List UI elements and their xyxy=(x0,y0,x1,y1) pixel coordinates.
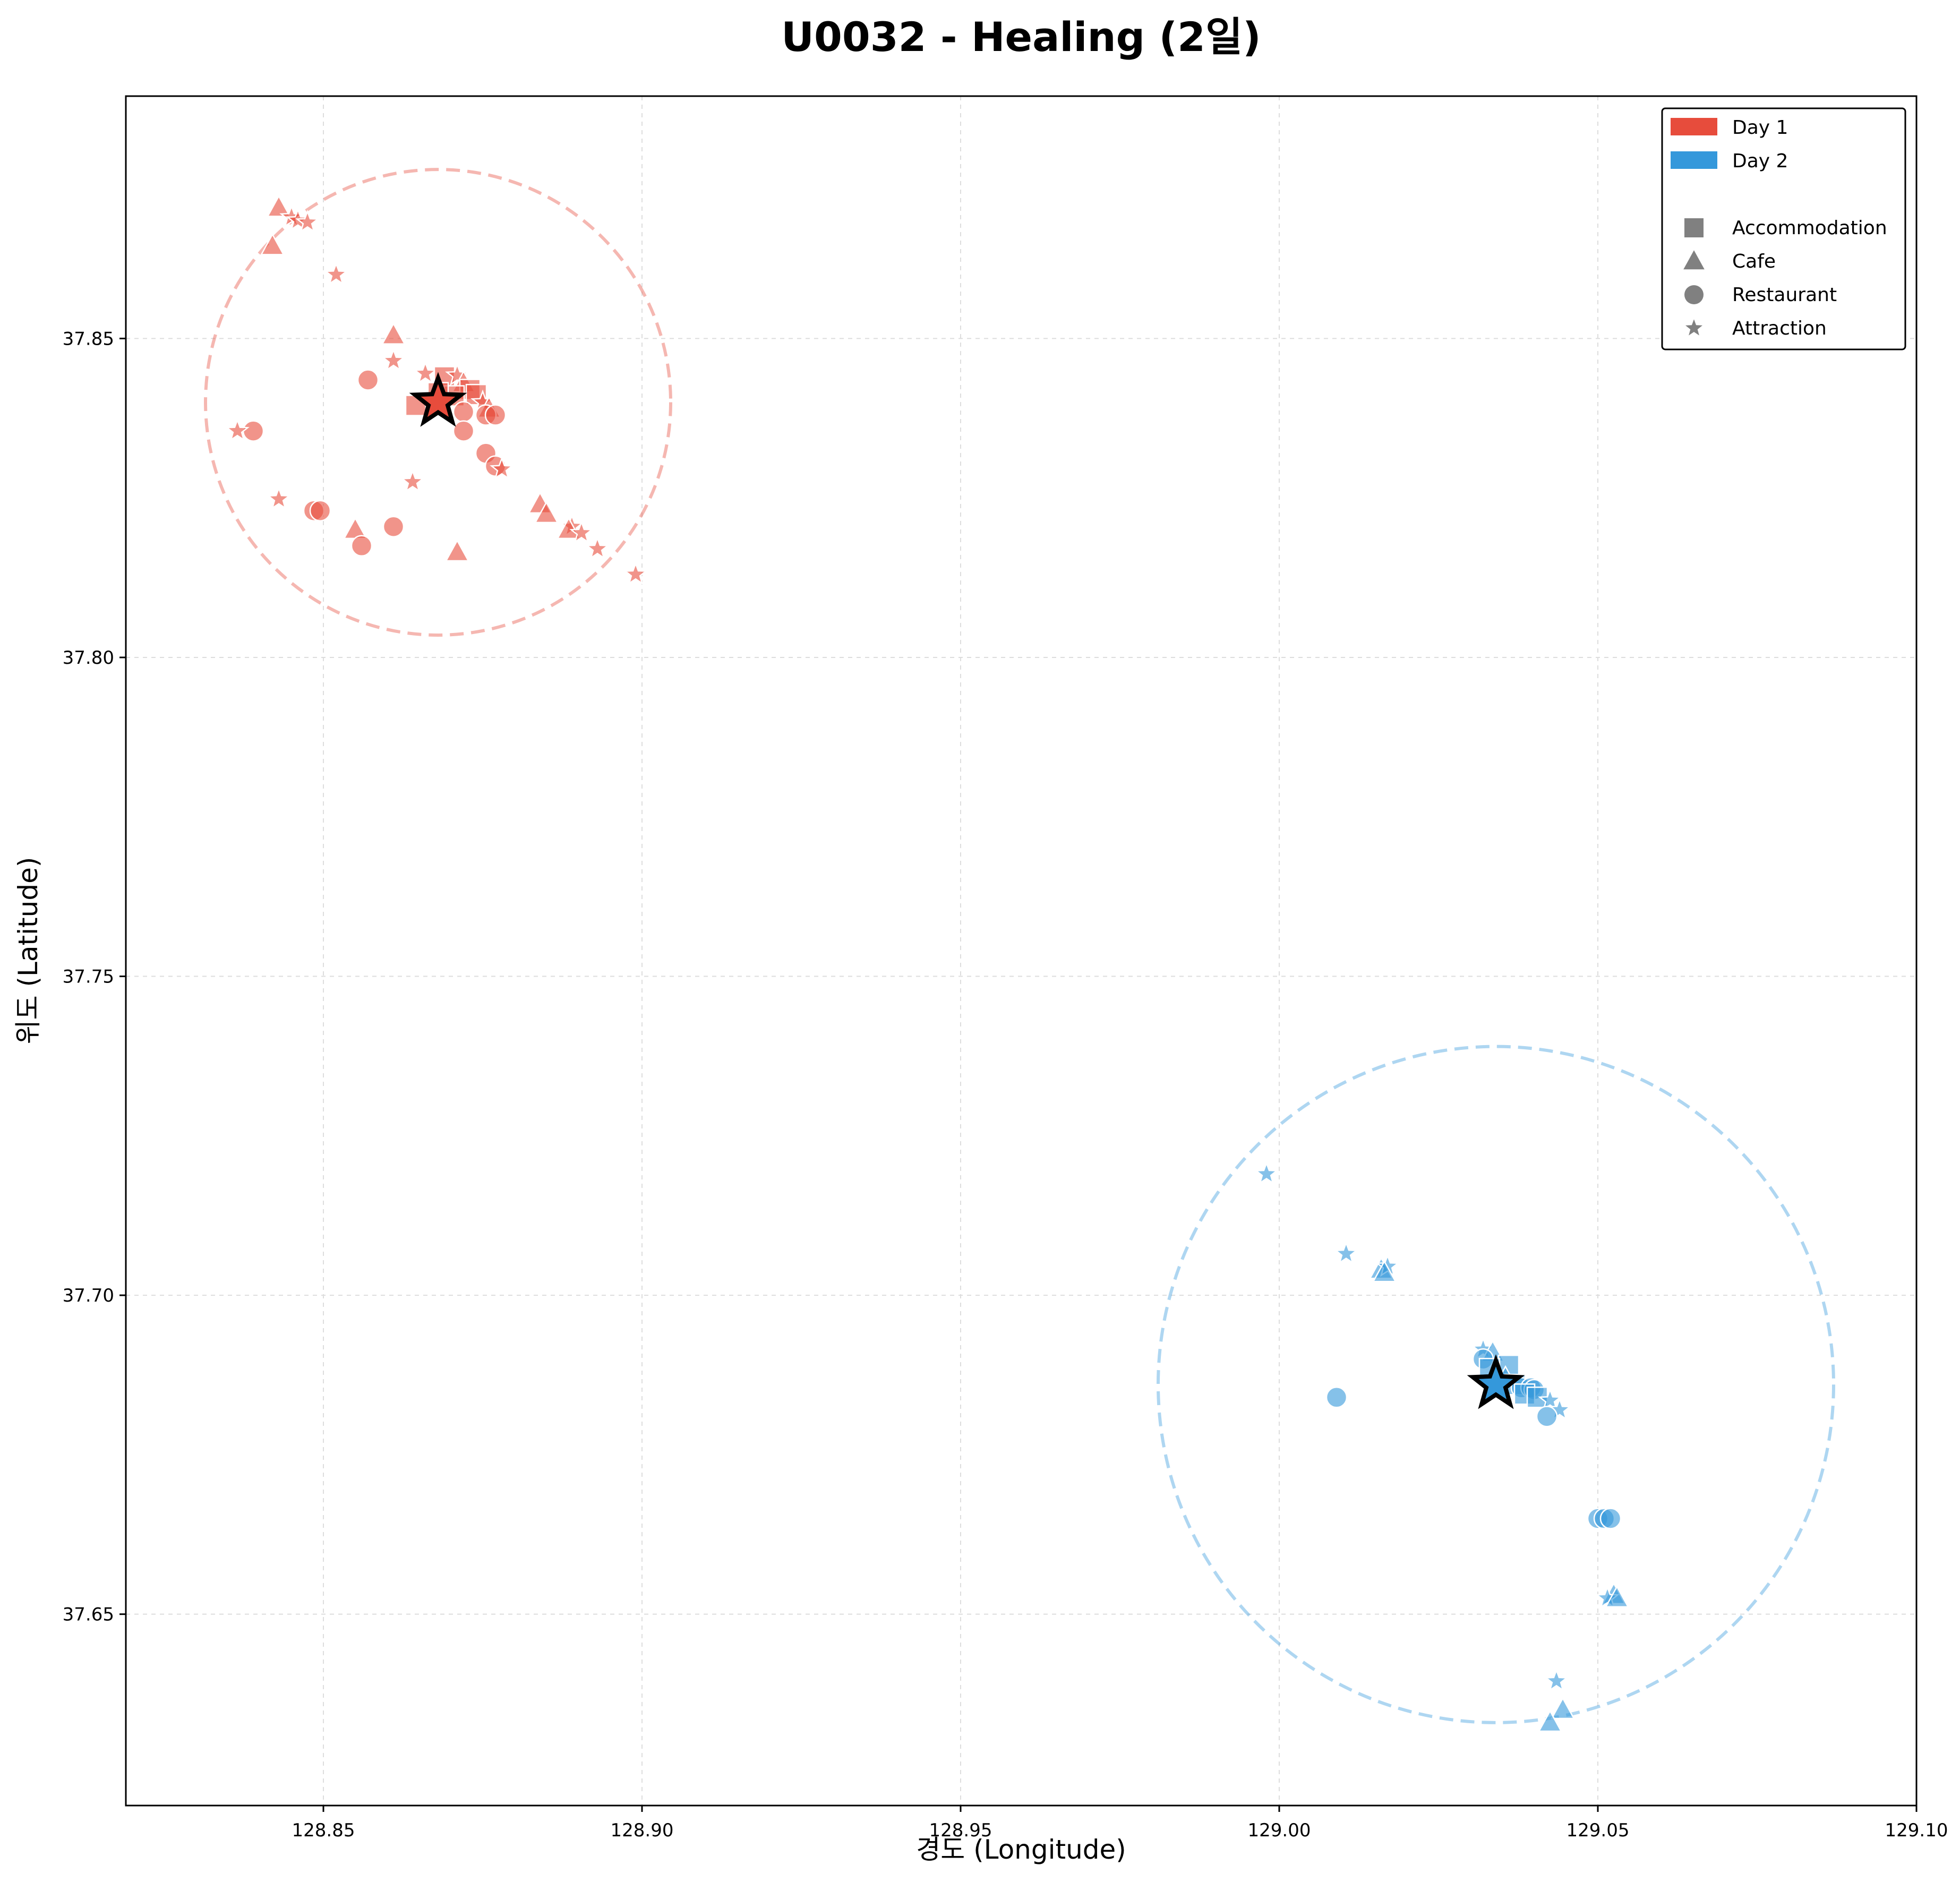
legend-label: Restaurant xyxy=(1732,284,1837,306)
data-point xyxy=(413,361,438,384)
legend: Day 1 Day 2 Accommodation Cafe Restaurant Att… xyxy=(1661,107,1906,350)
data-point xyxy=(1547,1397,1572,1421)
legend-box xyxy=(1661,107,1906,350)
data-point xyxy=(452,420,475,442)
chart-title: U0032 - Healing (2일) xyxy=(781,13,1261,61)
day-radius-circles xyxy=(204,168,1835,1724)
legend-label: Day 2 xyxy=(1732,150,1788,172)
data-point xyxy=(1254,1161,1279,1185)
data-point xyxy=(452,401,475,423)
x-tick-label: 129.10 xyxy=(1885,1820,1948,1841)
legend-marker xyxy=(1683,250,1705,270)
data-point xyxy=(1372,1260,1397,1282)
data-point xyxy=(266,194,292,217)
data-point xyxy=(242,420,264,442)
data-point xyxy=(569,520,594,544)
data-points xyxy=(225,194,1630,1732)
y-tick-label: 37.65 xyxy=(63,1604,114,1626)
data-point xyxy=(381,348,406,371)
data-point xyxy=(1334,1241,1358,1264)
legend-marker xyxy=(1685,319,1702,336)
data-point xyxy=(350,535,373,557)
data-point xyxy=(484,404,507,426)
data-point xyxy=(445,363,469,386)
y-tick-label: 37.75 xyxy=(63,966,114,988)
data-point xyxy=(260,233,285,255)
y-axis-ticks: 37.65 37.70 37.75 37.80 37.85 xyxy=(63,328,126,1626)
data-point xyxy=(1550,1697,1576,1720)
data-point xyxy=(309,500,331,521)
legend-marker xyxy=(1684,285,1704,304)
data-point xyxy=(1325,1387,1348,1408)
data-point xyxy=(381,322,406,345)
data-point xyxy=(1538,1388,1562,1411)
data-point xyxy=(585,536,610,560)
x-tick-label: 129.00 xyxy=(1248,1820,1311,1841)
grid-lines xyxy=(126,96,1917,1806)
x-tick-label: 128.85 xyxy=(292,1820,355,1841)
x-tick-label: 128.95 xyxy=(929,1820,992,1841)
data-point xyxy=(556,517,581,540)
y-tick-label: 37.70 xyxy=(63,1285,114,1306)
data-point xyxy=(1536,1406,1558,1427)
day-radius-circle xyxy=(204,168,672,637)
day-radius-circle xyxy=(1157,1045,1835,1724)
legend-label: Day 1 xyxy=(1732,117,1788,139)
x-axis-ticks: 128.85 128.90 128.95 129.00 129.05 129.10 xyxy=(292,1806,1948,1841)
plot-area-frame xyxy=(125,95,1918,1807)
data-point xyxy=(225,418,250,442)
legend-label: Accommodation xyxy=(1732,217,1887,239)
data-point xyxy=(1537,1709,1563,1732)
legend-label: Cafe xyxy=(1732,251,1776,272)
data-point xyxy=(1604,1585,1630,1608)
centroid-star xyxy=(1467,1354,1525,1409)
data-point xyxy=(324,262,348,285)
data-point xyxy=(357,369,379,391)
data-point xyxy=(444,539,470,562)
data-point xyxy=(490,456,514,480)
data-point xyxy=(534,501,559,524)
legend-label: Attraction xyxy=(1732,318,1827,339)
day-centroids xyxy=(409,372,1525,1409)
y-tick-label: 37.85 xyxy=(63,328,114,349)
data-point xyxy=(400,469,425,493)
x-tick-label: 128.90 xyxy=(611,1820,674,1841)
data-point xyxy=(382,516,405,538)
y-tick-label: 37.80 xyxy=(63,647,114,669)
centroid-star xyxy=(409,372,467,427)
data-point xyxy=(1544,1668,1569,1692)
data-point xyxy=(267,486,291,510)
x-tick-label: 129.05 xyxy=(1567,1820,1630,1841)
data-point xyxy=(623,561,648,585)
x-axis-label: 경도 (Longitude) xyxy=(916,1834,1126,1865)
legend-items: Day 1 Day 2 Accommodation Cafe Restaurant Att… xyxy=(1671,117,1887,339)
legend-swatch xyxy=(1671,151,1717,169)
legend-swatch xyxy=(1671,118,1717,135)
data-point xyxy=(1599,1508,1622,1529)
data-point xyxy=(295,209,320,233)
y-axis-label: 위도 (Latitude) xyxy=(13,857,44,1045)
legend-marker xyxy=(1684,218,1704,237)
